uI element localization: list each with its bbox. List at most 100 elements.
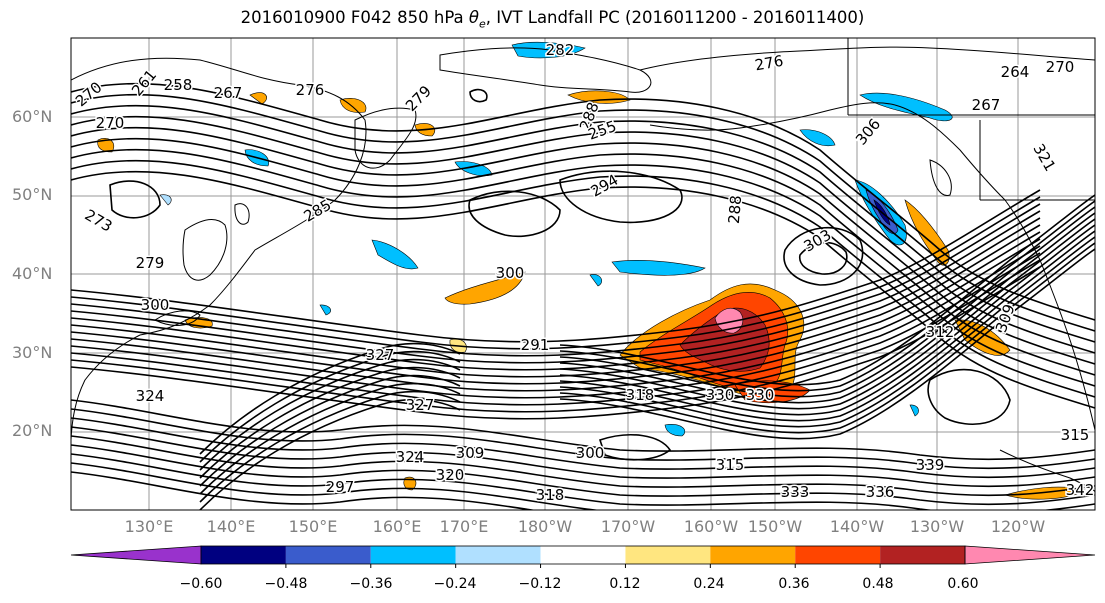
contour-line: [199, 350, 461, 463]
positive-anomaly-region: [444, 271, 526, 305]
contour-line: [71, 453, 1095, 510]
contour-label: 270: [72, 78, 106, 110]
contour-line: [71, 435, 1095, 497]
coastline: [639, 46, 1095, 71]
contour-line: [71, 170, 1095, 409]
colorbar-tick-label: 0.60: [947, 576, 979, 592]
contour-line: [559, 206, 1095, 398]
contour-label: 318: [536, 486, 565, 504]
lon-label: 170°E: [439, 517, 489, 536]
contour-line: [71, 462, 601, 510]
contour-line: [71, 245, 1041, 399]
contour-label: 270: [1046, 58, 1075, 76]
positive-anomaly-region: [97, 138, 115, 153]
contour-label: 300: [141, 296, 170, 314]
contour-label: 279: [402, 82, 435, 115]
contour-line: [559, 224, 1095, 416]
negative-anomaly-region: [859, 92, 953, 122]
colorbar-bin: [710, 546, 796, 564]
contour-label: 297: [326, 478, 355, 496]
coastline: [71, 57, 367, 336]
positive-anomaly-region: [954, 319, 1011, 356]
lat-label-40n: 40°N: [12, 264, 53, 283]
title-theta-subscript: e: [479, 17, 486, 31]
theta-e-contours: [71, 82, 1095, 510]
title-prefix: 2016010900 F042 850 hPa: [240, 8, 469, 27]
contour-line: [71, 252, 1041, 406]
colorbar-tick-label: −0.48: [264, 576, 308, 592]
lat-label-20n: 20°N: [12, 421, 53, 440]
colorbar-tick-label: −0.60: [179, 576, 223, 592]
contour-line: [783, 226, 864, 286]
contour-line: [71, 444, 1095, 506]
lat-label-30n: 30°N: [12, 343, 53, 362]
contour-line: [71, 259, 1041, 413]
contour-label: 300: [496, 264, 525, 282]
lon-label: 150°E: [288, 517, 338, 536]
coastline: [154, 310, 201, 326]
colorbar-tick-label: −0.36: [349, 576, 393, 592]
coastline: [234, 203, 250, 225]
contour-label: 270: [96, 114, 125, 132]
title-theta: θ: [468, 8, 479, 27]
contour-line: [71, 238, 1041, 392]
contour-label: 333: [781, 483, 810, 501]
contour-line: [71, 217, 1041, 371]
contour-label: 336: [866, 483, 895, 501]
colorbar: [70, 545, 1096, 568]
contour-line: [71, 210, 1041, 364]
contour-label: 324: [136, 387, 165, 405]
title-suffix: , IVT Landfall PC (2016011200 - 20160114…: [485, 8, 865, 27]
contour-line: [199, 358, 461, 471]
contour-line: [559, 212, 1095, 404]
coastlines: [71, 38, 1095, 493]
contour-label: 276: [753, 52, 784, 75]
colorbar-bin: [540, 546, 626, 564]
contour-line: [109, 180, 161, 219]
negative-anomaly-region: [799, 129, 836, 147]
contour-line: [559, 218, 1095, 410]
lon-label: 140°E: [206, 517, 256, 536]
colorbar-bin: [370, 546, 456, 564]
contour-line: [469, 88, 488, 103]
negative-anomaly-region: [454, 161, 493, 177]
contour-line: [71, 196, 1041, 350]
contour-line: [559, 170, 683, 224]
colorbar-outline: [200, 545, 966, 565]
colorbar-bin: [455, 546, 541, 564]
negative-anomaly-region: [909, 404, 919, 417]
contour-label: 282: [546, 41, 575, 59]
contour-label: 330: [706, 386, 735, 404]
contour-label: 315: [716, 456, 745, 474]
colorbar-bin: [625, 546, 711, 564]
contour-line: [199, 342, 461, 455]
negative-anomaly-region: [319, 304, 331, 316]
contour-line: [71, 104, 1095, 343]
contour-line: [71, 82, 1095, 321]
positive-anomaly-region: [567, 90, 631, 104]
contour-line: [71, 203, 1041, 357]
lat-label-50n: 50°N: [12, 185, 53, 204]
lon-label: 160°W: [683, 517, 739, 536]
lon-label: 150°W: [747, 517, 803, 536]
contour-line: [468, 190, 561, 237]
contour-line: [559, 230, 1095, 422]
contour-line: [598, 434, 672, 461]
contour-line: [199, 398, 461, 510]
colorbar-tick-label: 0.12: [609, 576, 641, 592]
contour-line: [559, 242, 1095, 434]
contour-label: 273: [82, 206, 116, 236]
contour-line: [71, 137, 1095, 376]
colorbar-tick-label: 0.36: [778, 576, 810, 592]
contour-label: 264: [1001, 63, 1030, 81]
colorbar-bin: [880, 546, 965, 564]
contour-line: [559, 194, 1095, 386]
negative-anomaly-region: [589, 274, 602, 287]
contour-line: [559, 236, 1095, 428]
coastline: [354, 107, 417, 169]
contour-line: [71, 471, 537, 510]
contour-label: 267: [972, 96, 1001, 114]
negative-anomaly-region: [159, 194, 172, 206]
contour-line: [71, 426, 1095, 488]
colorbar-tick-label: 0.48: [862, 576, 894, 592]
